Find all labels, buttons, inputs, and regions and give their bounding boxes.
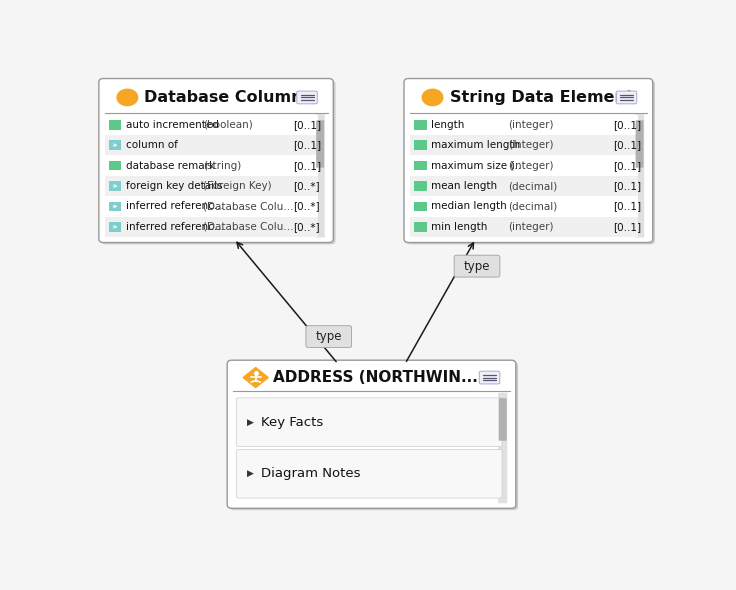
Bar	[414, 120, 427, 130]
Bar	[410, 155, 638, 176]
Text: (integer): (integer)	[508, 222, 553, 232]
FancyBboxPatch shape	[236, 450, 502, 498]
Text: (Database Colu...: (Database Colu...	[203, 201, 294, 211]
Polygon shape	[243, 368, 268, 388]
Bar	[105, 114, 319, 135]
Text: type: type	[316, 330, 342, 343]
Text: maximum size (..: maximum size (..	[431, 160, 521, 171]
FancyBboxPatch shape	[406, 80, 655, 244]
Text: (Foreign Key): (Foreign Key)	[203, 181, 272, 191]
Circle shape	[117, 89, 138, 106]
Bar	[410, 196, 638, 217]
FancyBboxPatch shape	[498, 393, 507, 503]
Text: database remark: database remark	[126, 160, 215, 171]
Bar	[109, 181, 121, 191]
Bar	[105, 176, 319, 196]
Text: (string): (string)	[203, 160, 241, 171]
Text: [0..1]: [0..1]	[613, 222, 641, 232]
Bar	[414, 181, 427, 191]
Bar	[414, 140, 427, 150]
Bar	[414, 202, 427, 211]
Bar	[109, 222, 121, 232]
FancyBboxPatch shape	[616, 91, 637, 104]
FancyBboxPatch shape	[230, 362, 518, 510]
Bar	[414, 222, 427, 232]
FancyBboxPatch shape	[306, 326, 352, 348]
FancyBboxPatch shape	[316, 120, 324, 168]
Text: Key Facts: Key Facts	[261, 416, 324, 429]
Bar	[105, 135, 319, 155]
Text: maximum length: maximum length	[431, 140, 520, 150]
Bar	[109, 160, 121, 171]
FancyBboxPatch shape	[99, 78, 333, 242]
Text: ADDRESS (NORTHWIN...: ADDRESS (NORTHWIN...	[273, 370, 478, 385]
Text: auto incremented: auto incremented	[126, 120, 219, 130]
Text: min length: min length	[431, 222, 487, 232]
FancyBboxPatch shape	[404, 78, 653, 242]
Text: [0..1]: [0..1]	[294, 160, 322, 171]
Text: (decimal): (decimal)	[508, 181, 557, 191]
FancyBboxPatch shape	[227, 360, 516, 509]
FancyBboxPatch shape	[479, 371, 500, 384]
Bar	[109, 140, 121, 150]
Text: [0..1]: [0..1]	[613, 201, 641, 211]
Text: [0..*]: [0..*]	[294, 181, 320, 191]
Text: inferred referenc...: inferred referenc...	[126, 201, 224, 211]
Text: ▶: ▶	[247, 469, 253, 478]
Text: inferred referenc...: inferred referenc...	[126, 222, 224, 232]
FancyBboxPatch shape	[236, 398, 502, 447]
Text: (boolean): (boolean)	[203, 120, 252, 130]
Text: Diagram Notes: Diagram Notes	[261, 467, 361, 480]
Text: (decimal): (decimal)	[508, 201, 557, 211]
Bar	[414, 160, 427, 171]
Bar	[109, 202, 121, 211]
Text: (integer): (integer)	[508, 160, 553, 171]
FancyBboxPatch shape	[636, 120, 643, 168]
Text: (Database Colu...: (Database Colu...	[203, 222, 294, 232]
Text: [0..1]: [0..1]	[294, 140, 322, 150]
Text: [0..*]: [0..*]	[294, 222, 320, 232]
Bar	[109, 120, 121, 130]
Text: column of: column of	[126, 140, 178, 150]
Text: [0..1]: [0..1]	[613, 140, 641, 150]
Bar	[410, 176, 638, 196]
FancyBboxPatch shape	[316, 114, 325, 238]
Text: (integer): (integer)	[508, 120, 553, 130]
Circle shape	[422, 89, 443, 106]
FancyBboxPatch shape	[101, 80, 336, 244]
Text: [0..1]: [0..1]	[294, 120, 322, 130]
Bar	[410, 114, 638, 135]
Text: ▶: ▶	[247, 418, 253, 427]
Bar	[410, 135, 638, 155]
Text: [0..1]: [0..1]	[613, 181, 641, 191]
Text: foreign key details: foreign key details	[126, 181, 222, 191]
Bar	[105, 217, 319, 237]
Text: mean length: mean length	[431, 181, 498, 191]
Text: [0..1]: [0..1]	[613, 120, 641, 130]
FancyBboxPatch shape	[499, 398, 506, 441]
FancyBboxPatch shape	[635, 114, 644, 238]
Bar	[410, 217, 638, 237]
Text: median length: median length	[431, 201, 507, 211]
Text: length: length	[431, 120, 464, 130]
Text: String Data Element: String Data Element	[450, 90, 634, 105]
Bar	[105, 155, 319, 176]
FancyBboxPatch shape	[297, 91, 317, 104]
Text: [0..*]: [0..*]	[294, 201, 320, 211]
Bar	[105, 196, 319, 217]
FancyBboxPatch shape	[454, 255, 500, 277]
Text: (integer): (integer)	[508, 140, 553, 150]
Text: type: type	[464, 260, 490, 273]
Text: [0..1]: [0..1]	[613, 160, 641, 171]
Text: Database Column: Database Column	[144, 90, 303, 105]
